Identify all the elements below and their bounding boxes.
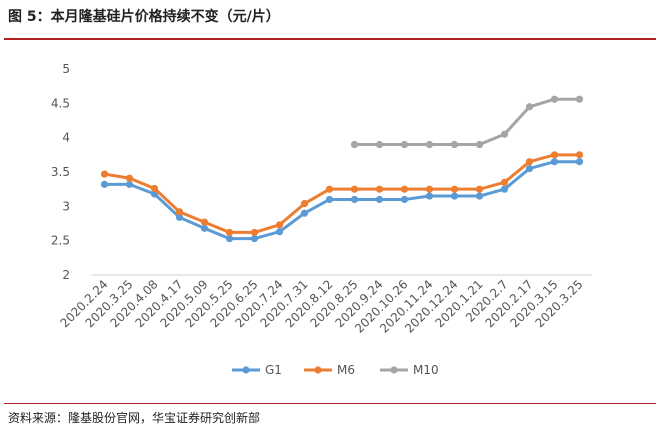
data-point (275, 221, 284, 229)
data-point (325, 185, 334, 193)
data-point (500, 178, 509, 186)
series-line-g1 (103, 160, 581, 241)
y-tick-label: 4.5 (51, 96, 70, 110)
y-tick-label: 5 (62, 62, 70, 76)
data-point (200, 218, 209, 226)
data-point (275, 228, 284, 236)
legend: G1 M6 M10 (232, 363, 439, 377)
data-point (225, 228, 234, 237)
data-point (225, 235, 234, 243)
data-point (400, 195, 409, 204)
data-point (400, 185, 409, 193)
data-point (100, 170, 109, 178)
data-point (550, 158, 559, 166)
data-point (375, 185, 384, 193)
data-point (250, 235, 259, 243)
y-axis-ticks: 2 2.5 3 3.5 4 4.5 5 (51, 62, 70, 282)
data-point (175, 213, 184, 221)
data-point (350, 185, 359, 193)
legend-swatch-marker (390, 366, 398, 374)
chart-title: 图 5：本月隆基硅片价格持续不变（元/片） (8, 9, 280, 25)
y-tick-label: 4 (62, 131, 70, 145)
series-line-m10 (353, 97, 581, 147)
y-tick-label: 3 (62, 199, 70, 213)
data-point (375, 140, 384, 149)
legend-label-g1: G1 (265, 363, 282, 377)
data-point (125, 174, 134, 182)
legend-swatch-marker (314, 366, 322, 374)
series-m6 (100, 151, 584, 237)
top-rule (4, 38, 656, 40)
x-axis-ticks: 2020.2.242020.3.252020.4.082020.4.172020… (58, 277, 586, 335)
data-point (175, 208, 184, 216)
legend-swatch-marker (242, 366, 250, 374)
data-point (350, 195, 359, 204)
data-point (425, 192, 434, 200)
data-point (125, 180, 134, 188)
series-line-m6 (103, 153, 581, 234)
data-point (500, 130, 509, 138)
data-point (450, 140, 459, 149)
data-point (100, 180, 109, 188)
series-g1 (100, 158, 584, 243)
data-point (425, 140, 434, 149)
data-point (475, 192, 484, 200)
series-m10 (350, 95, 584, 149)
data-point (300, 209, 309, 217)
data-point (450, 185, 459, 193)
data-point (150, 184, 159, 193)
data-point (550, 151, 559, 159)
data-point (350, 140, 359, 149)
data-point (325, 195, 334, 204)
data-point (575, 151, 584, 159)
y-tick-label: 3.5 (51, 165, 70, 179)
data-point (575, 95, 584, 103)
data-point (525, 164, 534, 173)
line-chart: 2 2.5 3 3.5 4 4.5 5 2020.2.242020.3.252020.4.0… (51, 62, 592, 377)
data-point (300, 199, 309, 208)
data-point (525, 103, 534, 111)
y-tick-label: 2 (62, 268, 70, 282)
data-point (500, 185, 509, 193)
data-point (525, 158, 534, 166)
data-point (475, 140, 484, 149)
data-point (375, 195, 384, 204)
legend-label-m10: M10 (413, 363, 439, 377)
data-point (200, 224, 209, 232)
data-point (425, 185, 434, 193)
bottom-rule (4, 403, 656, 404)
source-note: 资料来源：隆基股份官网，华宝证券研究创新部 (8, 411, 261, 425)
y-tick-label: 2.5 (51, 234, 70, 248)
data-point (250, 228, 259, 237)
data-point (550, 95, 559, 103)
data-point (475, 185, 484, 193)
data-point (450, 192, 459, 200)
series-layer (100, 95, 584, 243)
legend-label-m6: M6 (337, 363, 355, 377)
data-point (400, 140, 409, 149)
data-point (575, 158, 584, 166)
